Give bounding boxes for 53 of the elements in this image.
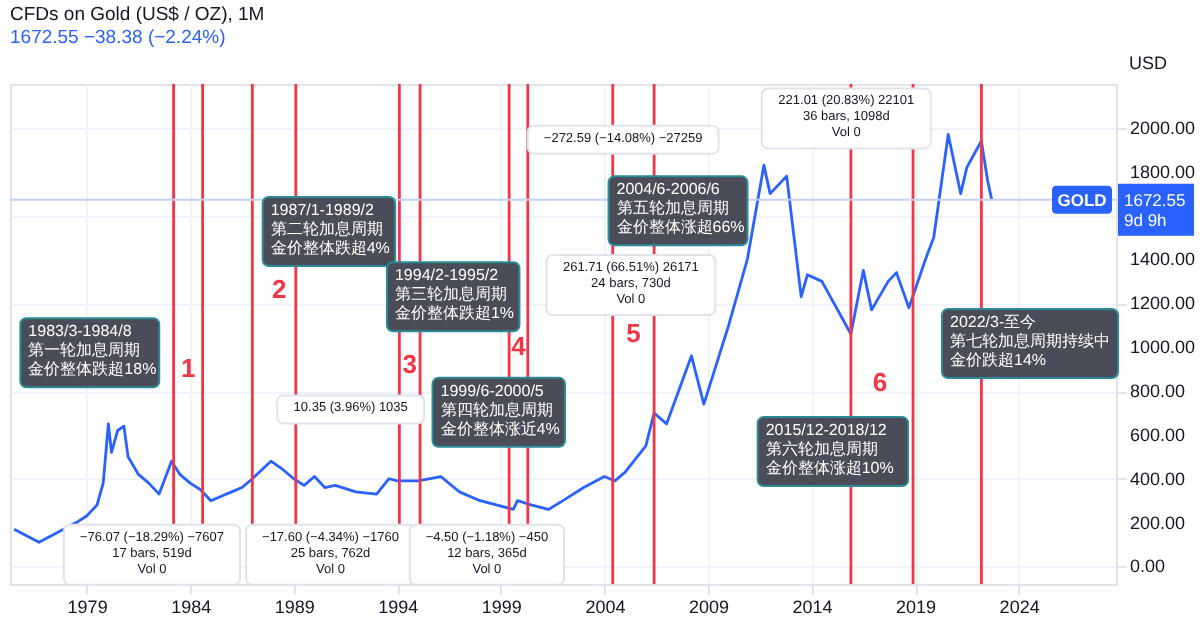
annotation: 1 <box>180 353 196 384</box>
annotation: 金价整体跌超1% <box>394 304 515 323</box>
annotation: 2015/12-2018/12 <box>765 421 888 440</box>
annotation: 第五轮加息周期 <box>616 199 729 218</box>
y-tick-label: 1000.00 <box>1130 337 1196 358</box>
annotation: 第一轮加息周期 <box>28 341 141 360</box>
x-tick-label: 1984 <box>171 597 212 617</box>
y-tick-label: 400.00 <box>1130 468 1186 489</box>
x-tick-label: 2014 <box>792 597 833 617</box>
annotation: 4 <box>511 331 528 362</box>
annotation: 金价整体跌超4% <box>270 238 390 257</box>
ref-line-label: GOLD <box>1057 189 1107 210</box>
x-tick-label: 1999 <box>481 597 522 617</box>
x-tick-label: 1979 <box>67 597 108 617</box>
annotation: 6 <box>872 367 888 398</box>
annotation: 金价整体跌超18% <box>28 360 157 379</box>
x-tick-label: 1989 <box>274 597 315 617</box>
y-tick-label: 1400.00 <box>1130 249 1196 270</box>
text: 1672.55 <box>1124 189 1186 210</box>
y-tick-label: 600.00 <box>1130 424 1186 445</box>
annotation: 第二轮加息周期 <box>270 219 383 238</box>
annotation: 1987/1-1989/2 <box>270 200 375 219</box>
annotation: 第三轮加息周期 <box>394 285 507 304</box>
annotation: 金价整体涨超66% <box>616 218 745 237</box>
text: 9d 9h <box>1124 209 1168 230</box>
x-tick-label: 2019 <box>896 597 937 617</box>
x-tick-label: 2024 <box>999 597 1040 617</box>
annotation: 2022/3-至今 <box>950 313 1037 331</box>
annotation: 1983/3-1984/8 <box>28 322 133 341</box>
y-tick-label: 0.00 <box>1130 556 1166 577</box>
y-tick-label: 1200.00 <box>1130 293 1196 314</box>
x-tick-label: 2004 <box>585 597 626 617</box>
y-tick-label: 2000.00 <box>1130 117 1196 138</box>
annotation: 3 <box>402 348 417 379</box>
x-tick-label: 1994 <box>378 597 419 617</box>
annotation: 5 <box>626 318 641 348</box>
annotation: 2 <box>272 274 287 305</box>
annotation: 金价整体涨近4% <box>440 419 560 438</box>
annotation: 第六轮加息周期 <box>765 440 878 459</box>
y-tick-label: 800.00 <box>1130 381 1186 402</box>
annotation: 1994/2-1995/2 <box>394 266 500 285</box>
annotation: 第四轮加息周期 <box>440 400 553 419</box>
annotation: 金价整体涨超10% <box>765 459 894 478</box>
chart-title: CFDs on Gold (US$ / OZ), 1M <box>10 4 265 26</box>
chart-subtitle: 1672.55 −38.38 (−2.24%) <box>10 27 226 49</box>
annotation: 1999/6-2000/5 <box>440 381 545 400</box>
y-axis-title: USD <box>1129 53 1168 73</box>
x-tick-label: 2009 <box>688 597 730 617</box>
y-tick-label: 200.00 <box>1130 512 1186 533</box>
y-tick-label: 1800.00 <box>1130 161 1196 182</box>
annotation: 第七轮加息周期持续中 <box>950 332 1111 350</box>
annotation: 2004/6-2006/6 <box>616 180 721 199</box>
annotation: 金价跌超14% <box>950 351 1047 369</box>
